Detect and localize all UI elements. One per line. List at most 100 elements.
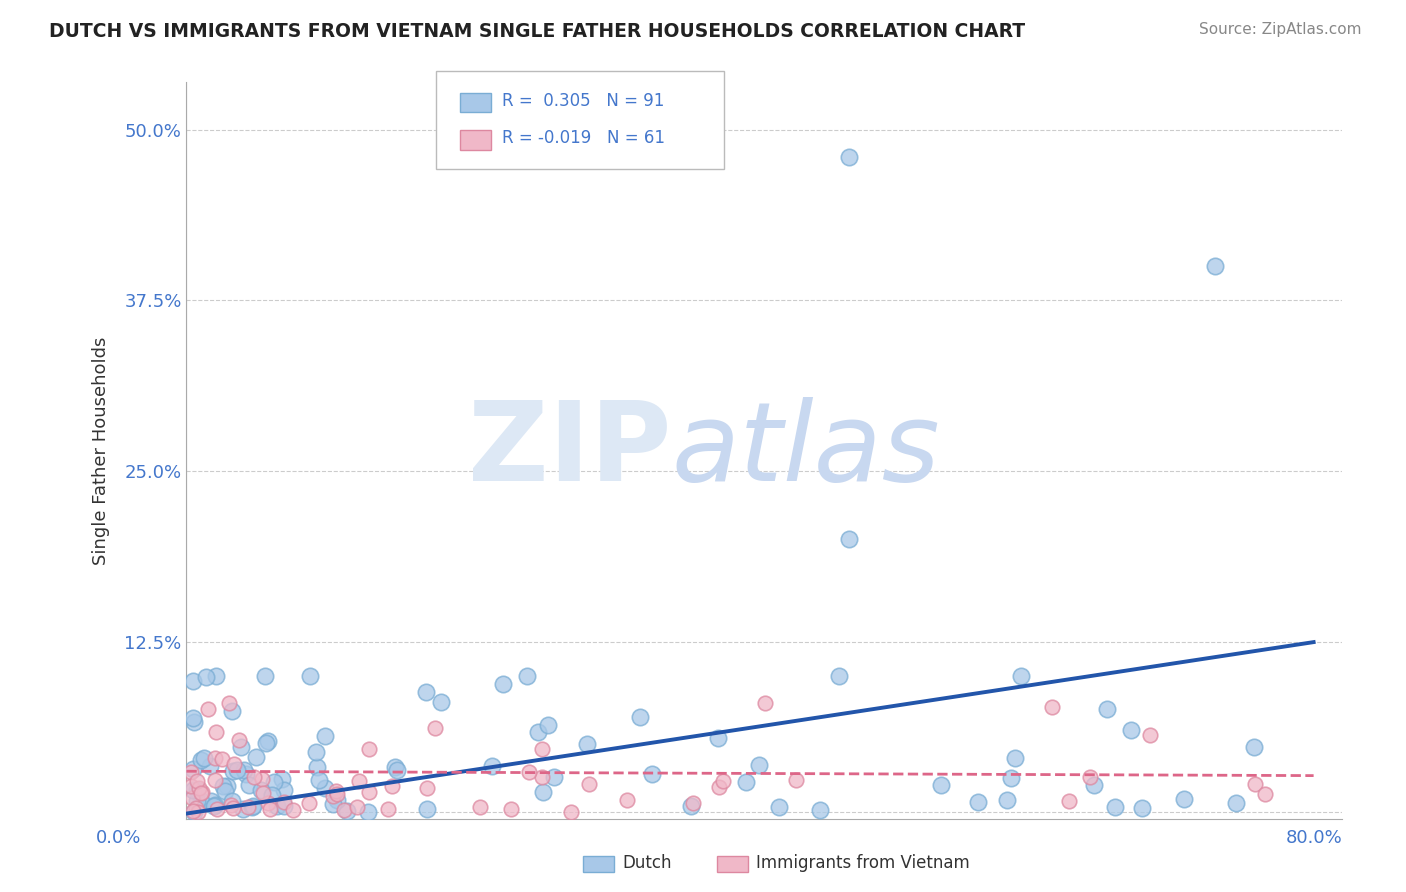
Point	[205, 724, 228, 739]
Point	[1095, 702, 1118, 716]
Point	[357, 805, 380, 819]
Point	[416, 802, 439, 816]
Point	[222, 764, 245, 779]
Point	[838, 150, 860, 164]
Point	[183, 711, 205, 725]
Point	[929, 778, 952, 792]
Point	[325, 784, 347, 798]
Text: 0.0%: 0.0%	[96, 829, 141, 847]
Point	[1253, 787, 1275, 801]
Point	[543, 771, 565, 785]
Point	[711, 773, 734, 788]
Point	[326, 793, 349, 807]
Text: atlas: atlas	[672, 397, 941, 504]
Point	[204, 750, 226, 764]
Point	[333, 803, 356, 817]
Point	[828, 669, 851, 683]
Point	[560, 805, 582, 819]
Point	[308, 772, 330, 787]
Point	[273, 783, 295, 797]
Point	[1243, 739, 1265, 754]
Point	[186, 773, 208, 788]
Point	[271, 772, 294, 787]
Point	[205, 801, 228, 815]
Point	[183, 673, 205, 688]
Y-axis label: Single Father Households: Single Father Households	[93, 336, 110, 565]
Point	[1000, 771, 1022, 785]
Point	[222, 800, 245, 814]
Text: R =  0.305   N = 91: R = 0.305 N = 91	[502, 92, 664, 110]
Point	[707, 731, 730, 745]
Point	[205, 669, 228, 683]
Point	[516, 669, 538, 683]
Point	[305, 760, 328, 774]
Point	[198, 758, 221, 772]
Text: DUTCH VS IMMIGRANTS FROM VIETNAM SINGLE FATHER HOUSEHOLDS CORRELATION CHART: DUTCH VS IMMIGRANTS FROM VIETNAM SINGLE …	[49, 22, 1025, 41]
Point	[256, 734, 278, 748]
Point	[785, 773, 807, 788]
Point	[326, 787, 349, 801]
Point	[221, 704, 243, 718]
Point	[314, 729, 336, 743]
Point	[218, 696, 240, 710]
Point	[416, 780, 439, 795]
Text: R = -0.019   N = 61: R = -0.019 N = 61	[502, 129, 665, 147]
Point	[299, 669, 322, 683]
Point	[1083, 778, 1105, 792]
Point	[415, 684, 437, 698]
Point	[1225, 797, 1247, 811]
Point	[357, 741, 380, 756]
Point	[190, 786, 212, 800]
Point	[682, 796, 704, 810]
Point	[226, 763, 249, 777]
Point	[748, 757, 770, 772]
Point	[263, 775, 285, 789]
Point	[190, 753, 212, 767]
Point	[377, 802, 399, 816]
Point	[499, 802, 522, 816]
Point	[616, 793, 638, 807]
Point	[298, 796, 321, 810]
Point	[194, 670, 217, 684]
Point	[180, 779, 202, 793]
Point	[1080, 771, 1102, 785]
Point	[1243, 777, 1265, 791]
Point	[256, 796, 278, 810]
Text: ZIP: ZIP	[468, 397, 672, 504]
Point	[679, 799, 702, 814]
Point	[190, 795, 212, 809]
Point	[212, 779, 235, 793]
Point	[305, 745, 328, 759]
Point	[228, 733, 250, 747]
Point	[517, 765, 540, 780]
Point	[221, 797, 243, 812]
Point	[1057, 794, 1080, 808]
Point	[578, 776, 600, 790]
Point	[186, 800, 208, 814]
Point	[966, 796, 988, 810]
Point	[245, 750, 267, 764]
Point	[768, 800, 790, 814]
Point	[211, 752, 233, 766]
Point	[250, 772, 273, 786]
Point	[193, 751, 215, 765]
Point	[266, 799, 288, 814]
Point	[1040, 699, 1063, 714]
Point	[202, 799, 225, 814]
Point	[242, 798, 264, 813]
Point	[250, 783, 273, 797]
Point	[236, 800, 259, 814]
Point	[709, 780, 731, 795]
Point	[180, 765, 202, 780]
Point	[1173, 791, 1195, 805]
Point	[575, 737, 598, 751]
Point	[481, 758, 503, 772]
Point	[217, 779, 239, 793]
Point	[273, 795, 295, 809]
Point	[186, 794, 208, 808]
Point	[238, 778, 260, 792]
Point	[530, 742, 553, 756]
Point	[253, 669, 276, 683]
Point	[260, 788, 283, 802]
Point	[359, 784, 381, 798]
